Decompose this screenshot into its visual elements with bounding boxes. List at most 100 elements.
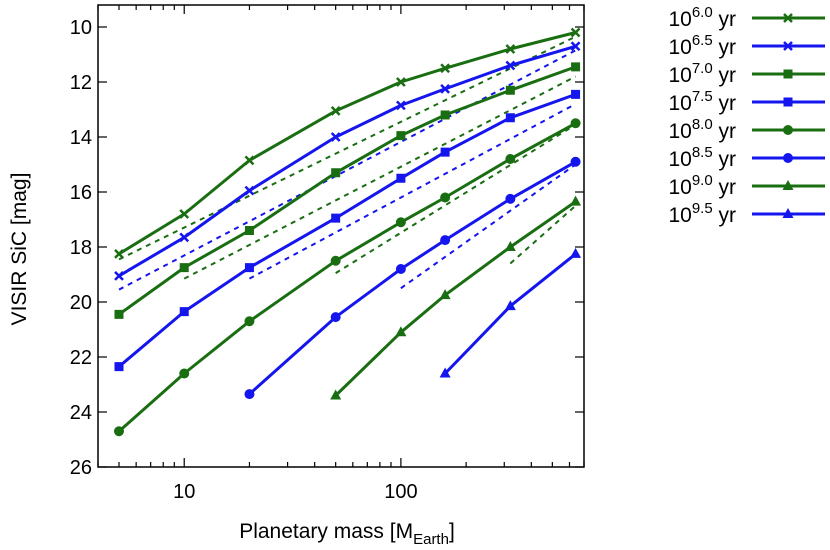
series-line <box>248 160 577 396</box>
data-point <box>505 193 516 204</box>
data-point <box>330 255 341 266</box>
y-tick-label: 12 <box>70 72 92 94</box>
y-tick-label: 18 <box>70 237 92 259</box>
legend-item: 107.5 yr <box>668 88 825 115</box>
data-point <box>331 213 341 223</box>
data-point <box>244 263 254 273</box>
y-tick-label: 20 <box>70 292 92 314</box>
series-7 <box>330 195 582 400</box>
fit-line <box>183 75 577 280</box>
data-point <box>440 147 450 157</box>
legend-label: 109.5 yr <box>668 200 736 227</box>
data-point <box>570 41 581 52</box>
series-line <box>118 65 577 316</box>
data-point <box>179 263 189 273</box>
data-point <box>114 362 124 372</box>
data-point <box>504 241 516 251</box>
data-point <box>439 289 451 300</box>
y-tick-label: 10 <box>70 17 92 39</box>
data-point <box>114 270 124 281</box>
series-8 <box>439 247 582 378</box>
x-tick-label: 10 <box>173 481 195 503</box>
legend-item: 106.5 yr <box>668 32 825 59</box>
data-point <box>439 367 451 378</box>
data-point <box>244 316 255 327</box>
legend-marker <box>783 41 793 51</box>
data-point <box>570 156 581 167</box>
series-line <box>444 252 577 375</box>
data-point <box>571 62 581 72</box>
data-point <box>505 113 515 123</box>
data-point <box>179 368 190 379</box>
data-point <box>330 132 341 142</box>
legend-label: 106.0 yr <box>668 4 736 31</box>
y-tick-label: 24 <box>70 402 92 424</box>
series-line <box>334 200 577 397</box>
data-point <box>570 247 582 258</box>
fit-line <box>248 103 577 280</box>
data-point <box>395 264 406 274</box>
series-line <box>118 44 577 278</box>
legend-marker <box>783 97 793 107</box>
data-point <box>244 226 254 235</box>
legend-label: 108.5 yr <box>668 144 736 171</box>
legend-label: 107.5 yr <box>668 88 736 115</box>
legend-marker <box>782 208 794 218</box>
data-point <box>505 60 516 71</box>
series-4 <box>114 89 581 372</box>
fit-line <box>118 35 577 261</box>
data-point <box>244 155 255 166</box>
data-point <box>570 195 582 206</box>
data-point <box>396 77 406 87</box>
data-point <box>504 300 516 311</box>
data-point <box>113 426 124 437</box>
data-point <box>331 168 341 178</box>
fit-lines <box>118 35 577 291</box>
series-1 <box>114 27 581 259</box>
data-point <box>395 326 407 337</box>
data-point <box>396 173 406 183</box>
series-6 <box>244 156 581 400</box>
data-point <box>330 312 341 323</box>
data-point <box>330 389 342 400</box>
plot-frame <box>97 4 585 468</box>
legend-label: 107.0 yr <box>668 60 736 87</box>
data-point <box>440 192 451 203</box>
data-point <box>396 131 406 141</box>
data-point <box>114 248 124 259</box>
fit-line <box>509 205 577 265</box>
series-5 <box>113 118 581 437</box>
legend-item: 107.0 yr <box>668 60 825 87</box>
x-axis-title: Planetary mass [MEarth] <box>239 520 455 548</box>
x-tick-label: 100 <box>384 481 417 503</box>
data-point <box>570 118 581 129</box>
series-line <box>118 121 577 433</box>
data-point <box>440 235 451 246</box>
data-point <box>179 232 190 243</box>
data-point <box>505 44 516 54</box>
data-point <box>505 85 515 95</box>
legend-item: 109.0 yr <box>668 172 825 199</box>
y-tick-label: 26 <box>70 457 92 479</box>
legend-label: 106.5 yr <box>668 32 736 59</box>
data-point <box>570 27 581 38</box>
data-point <box>244 185 255 196</box>
y-tick-label: 16 <box>70 182 92 204</box>
legend-marker <box>782 180 794 190</box>
series-2 <box>114 41 581 281</box>
data-point <box>179 307 189 317</box>
series-line <box>118 31 576 256</box>
legend-marker <box>783 69 793 79</box>
legend-marker <box>783 125 793 135</box>
series-line <box>118 92 577 368</box>
data-point <box>440 83 451 94</box>
legend-item: 106.0 yr <box>668 4 825 31</box>
legend-label: 109.0 yr <box>668 172 736 199</box>
fit-line <box>335 123 577 274</box>
axes: 10 12 14 16 18 20 22 24 26 10 100 <box>70 4 585 503</box>
data-point <box>396 100 406 111</box>
legend-item: 108.5 yr <box>668 144 825 171</box>
data-point <box>440 63 451 74</box>
